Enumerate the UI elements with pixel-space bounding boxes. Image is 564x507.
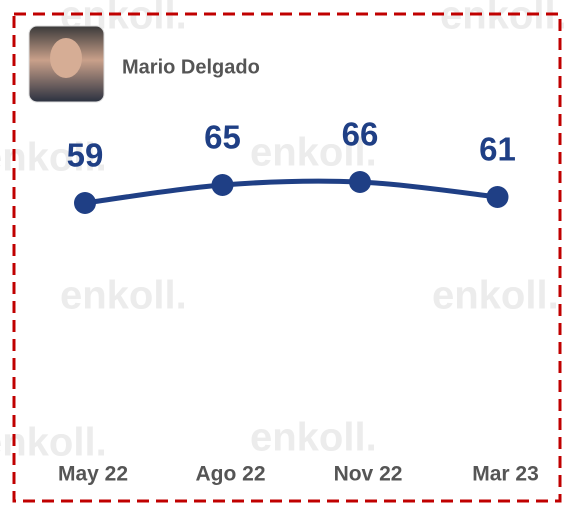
point [211,174,234,196]
watermark: enkoll. [440,0,564,38]
value-label: 66 [342,116,379,153]
watermark: enkoll. [0,421,107,465]
watermark: enkoll. [250,131,377,175]
x-tick-label: May 22 [58,463,128,486]
value-label: 61 [479,131,516,168]
value-label: 65 [204,119,241,156]
avatar-face [50,38,82,78]
point [486,186,509,208]
x-tick-label: Nov 22 [334,463,403,486]
value-label: 59 [67,137,104,174]
point [349,171,371,193]
watermark: enkoll. [432,274,559,318]
point [74,192,96,214]
frame [12,12,562,503]
watermark: enkoll. [0,136,107,180]
chart-title: Mario Delgado [122,56,260,78]
watermark: enkoll. [250,416,377,460]
watermark: enkoll. [60,274,187,318]
x-tick-label: Mar 23 [472,463,539,486]
line [82,178,500,206]
x-tick-label: Ago 22 [195,463,265,486]
